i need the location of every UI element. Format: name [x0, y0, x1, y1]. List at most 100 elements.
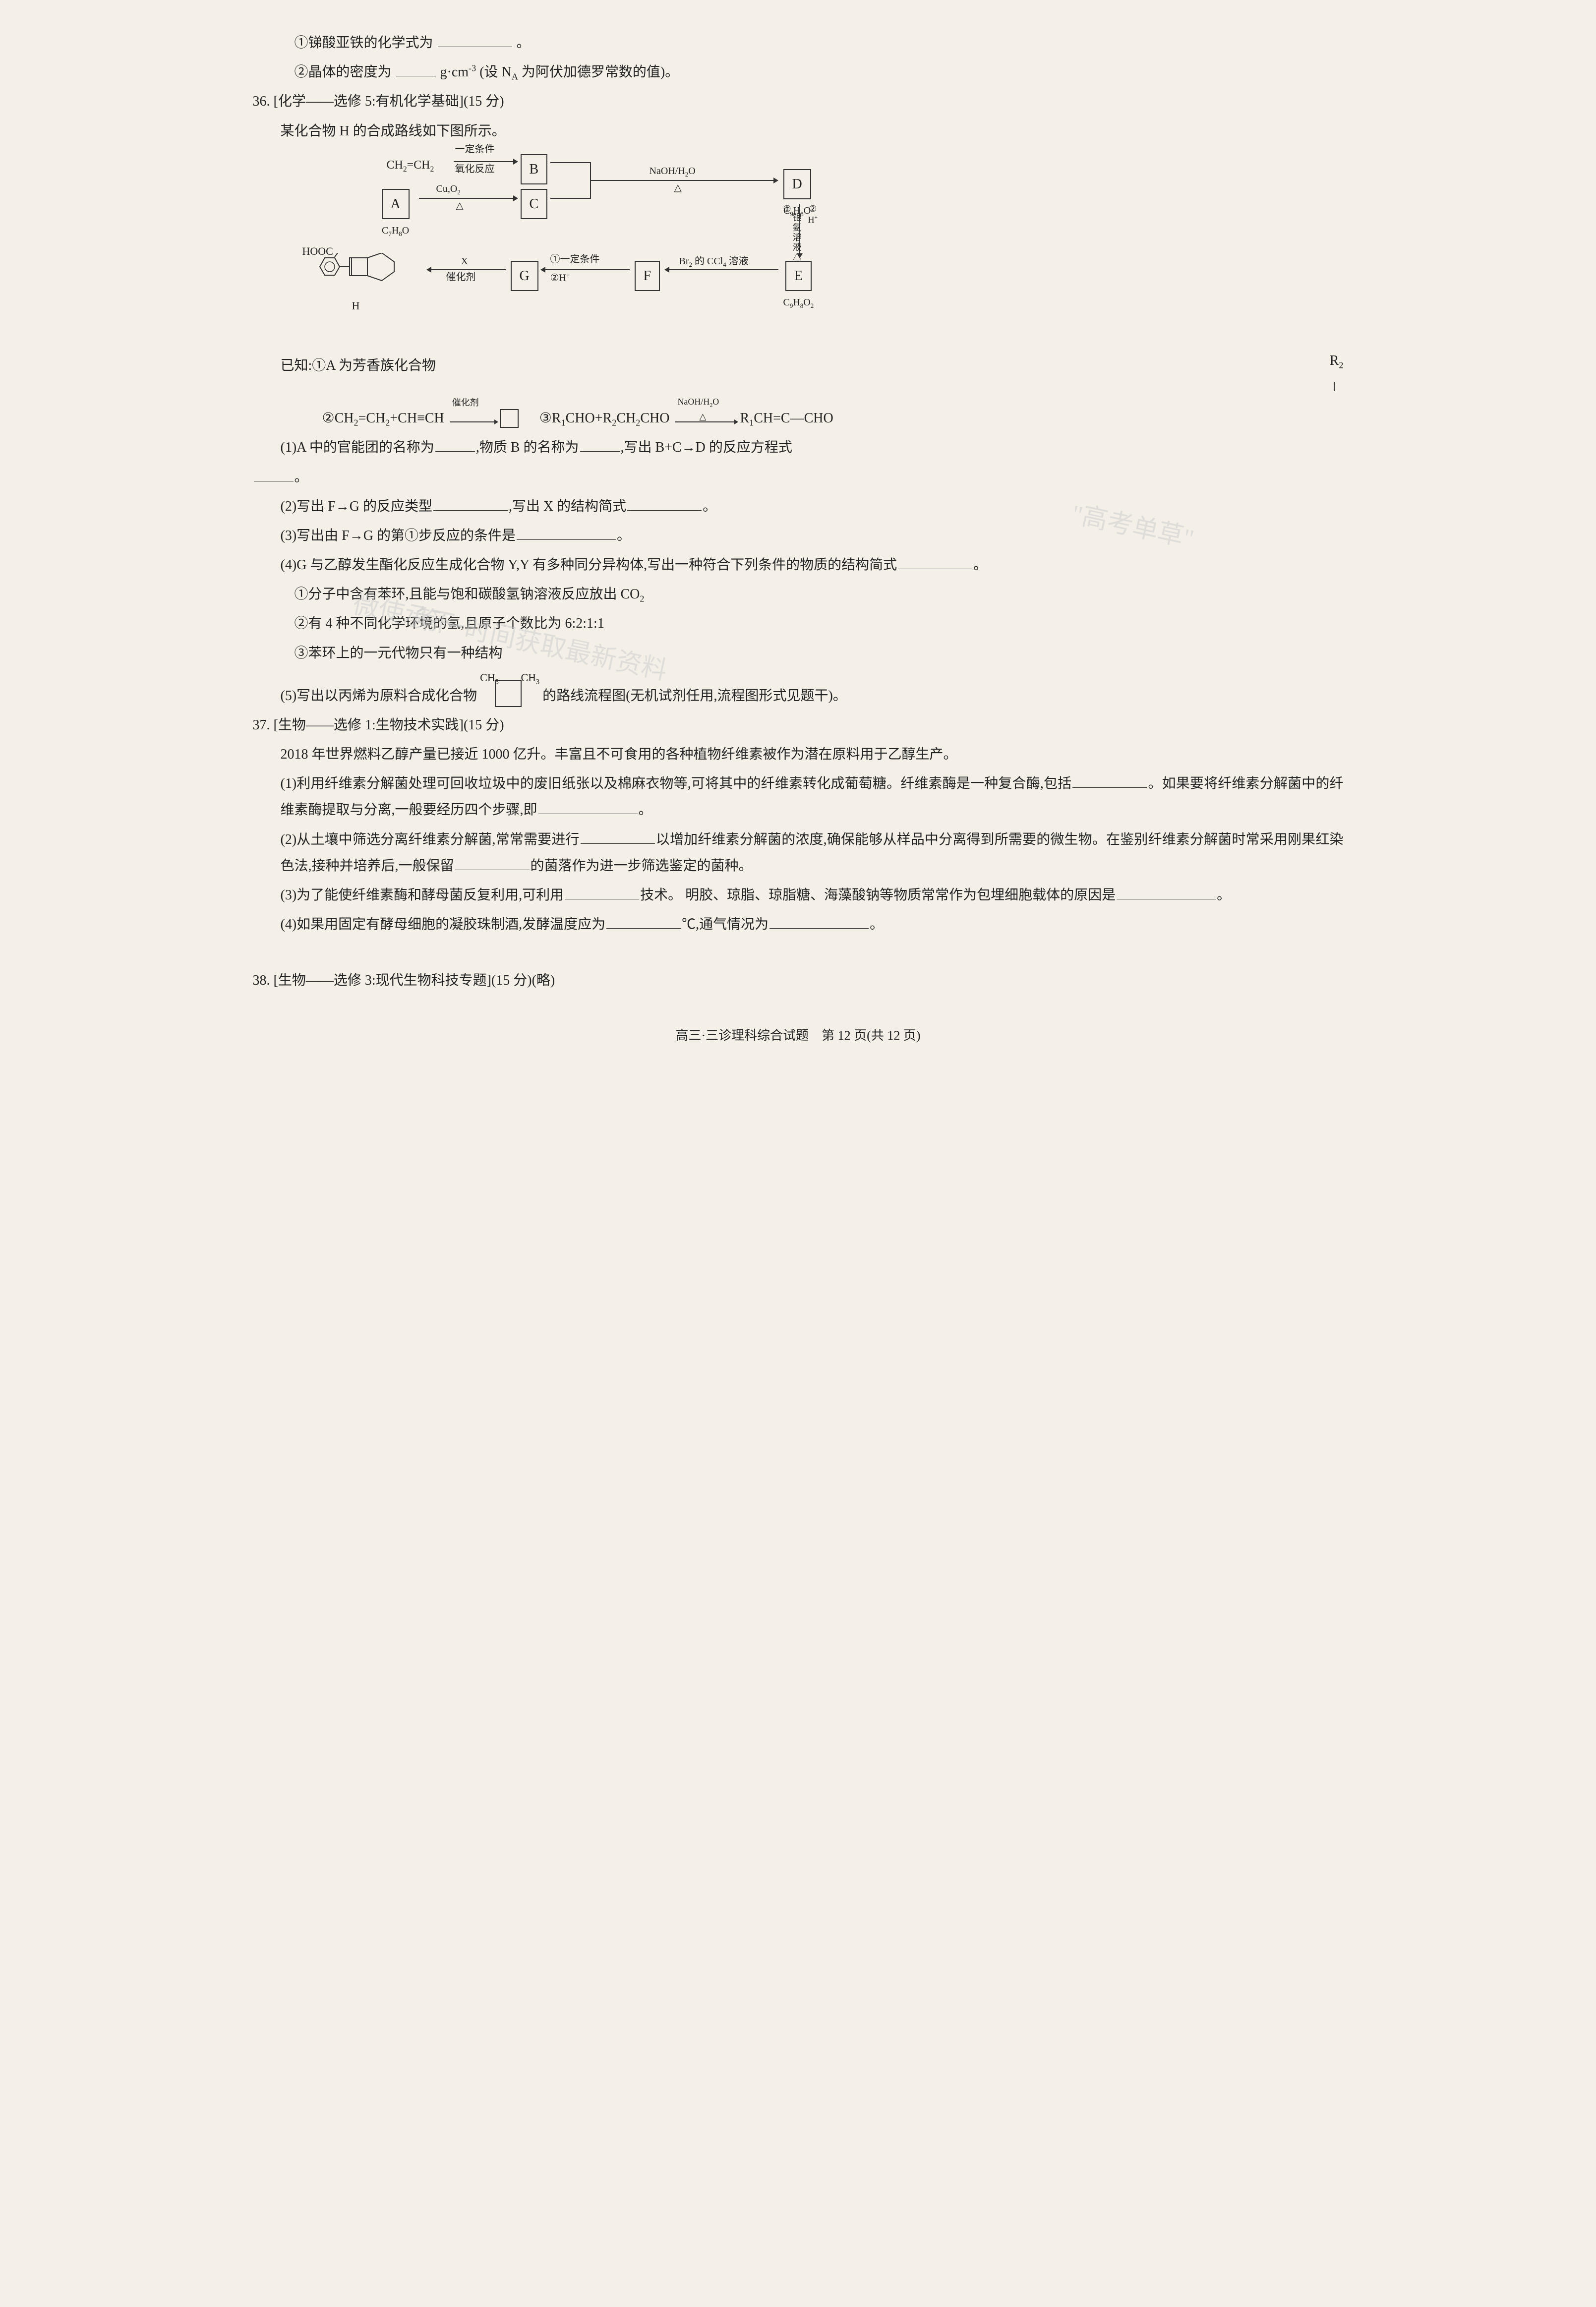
node-c: C: [521, 189, 548, 219]
blank-p4-1: [898, 555, 972, 569]
cb-square: [495, 680, 522, 707]
ef-2: 2: [811, 302, 814, 309]
p4c1-t: ①分子中含有苯环,且能与饱和碳酸氢钠溶液反应放出 CO: [295, 587, 640, 602]
blank-p2-1: [433, 497, 508, 511]
arrow-gh-top: X: [461, 255, 468, 267]
blank-37-2-1: [581, 830, 655, 844]
arrow-ch2-b: [454, 161, 513, 162]
k3-1: 1: [561, 418, 566, 428]
arrow-ac-bot: △: [456, 200, 464, 212]
q36-known2: ②CH2=CH2+CH≡CH 催化剂 ③R1CHO+R2CH2CHO NaOH/…: [253, 405, 1344, 431]
p1-b: ,物质 B 的名称为: [476, 440, 579, 455]
ef-ccl: 的 CCl: [692, 256, 723, 267]
p1-a: (1)A 中的官能团的名称为: [281, 440, 434, 455]
q35-sub2: ②晶体的密度为 g·cm-3 (设 NA 为阿伏加德罗常数的值)。: [253, 59, 1344, 85]
node-e: E C9H8O2: [783, 261, 814, 314]
q37-p4: (4)如果用固定有酵母细胞的凝胶珠制酒,发酵温度应为 ℃,通气情况为 。: [253, 911, 1344, 938]
k3-2: 2: [612, 418, 616, 428]
blank-37-1-2: [538, 800, 638, 814]
blank-p1-3: [254, 468, 294, 481]
r2-bond: [1334, 382, 1335, 391]
p4-b: 。: [973, 557, 987, 573]
blank-q35-2: [396, 62, 436, 76]
ef-o: O: [803, 297, 810, 308]
q35-sub2-unit: g·cm: [440, 64, 469, 80]
bcd-o: O: [688, 166, 695, 177]
r2-2: 2: [1339, 360, 1343, 370]
cyclobutane-product: CH3 CH3: [480, 669, 539, 709]
q35-sub1-end: 。: [517, 35, 531, 51]
box-b-label: B: [521, 154, 548, 184]
known1: 已知:①A 为芳香族化合物: [281, 358, 436, 373]
q37-intro: 2018 年世界燃料乙醇产量已接近 1000 亿升。丰富且不可食用的各种植物纤维…: [253, 741, 1344, 768]
arrow-bcd-top: NaOH/H2O: [650, 165, 696, 178]
q36-p4c2: ②有 4 种不同化学环境的氢,且原子个数比为 6:2:1:1: [253, 610, 1344, 637]
q35-sub1: ①锑酸亚铁的化学式为 。: [253, 30, 1344, 56]
fg-2h: ②H: [550, 272, 566, 283]
box-f-label: F: [635, 261, 660, 291]
q37-title: 37. [生物——选修 1:生物技术实践](15 分): [253, 712, 1344, 738]
arrow-ac-top: Cu,O2: [436, 183, 461, 196]
p5-b: 的路线流程图(无机试剂任用,流程图形式见题干)。: [542, 683, 847, 709]
de-step1-txt: 银氨溶液△: [788, 213, 805, 262]
arrow-fg-top: ①一定条件: [550, 253, 600, 265]
q36-known: 已知:①A 为芳香族化合物 R2: [253, 353, 1344, 379]
known3: ③R1CHO+R2CH2CHO NaOH/H2O △ R1CH=C—CHO: [539, 405, 833, 431]
q36-p2: (2)写出 F→G 的反应类型,写出 X 的结构简式。: [253, 493, 1344, 520]
q35-sub2-noteA: A: [512, 72, 518, 82]
k3-m: CHO+R: [566, 411, 612, 426]
cbr-ch: CH: [521, 671, 536, 684]
synthesis-diagram: CH2=CH2 一定条件 氧化反应 B A C7H8O Cu,O2 △ C Na…: [322, 154, 1344, 343]
q37p4-a: (4)如果用固定有酵母细胞的凝胶珠制酒,发酵温度应为: [281, 917, 606, 932]
k3r-r: R: [740, 411, 749, 426]
arrow-a-c: [419, 198, 513, 199]
q37p4-b: ℃,通气情况为: [682, 917, 768, 932]
k3-cho: CHO: [640, 411, 669, 426]
blank-37-3-1: [565, 886, 639, 899]
blank-p1-2: [580, 438, 620, 452]
p5-a: (5)写出以丙烯为原料合成化合物: [281, 683, 477, 709]
fg-plus: +: [566, 271, 570, 279]
known3-arrow: NaOH/H2O △: [672, 405, 737, 431]
k3-r: ③R: [539, 411, 561, 426]
k2-arrow-head: [494, 419, 498, 424]
k3-arrow-head: [734, 419, 738, 424]
known3-lhs: ③R1CHO+R2CH2CHO: [539, 405, 670, 431]
k3at-naoh: NaOH/H: [677, 397, 709, 407]
arrow-bc-d: [590, 180, 773, 181]
blank-p3-1: [517, 526, 616, 540]
known3-rhs: R1CH=C—CHO: [740, 405, 833, 431]
q36-p1-end: 。: [253, 464, 1344, 490]
q37-p2: (2)从土壤中筛选分离纤维素分解菌,常常需要进行以增加纤维素分解菌的浓度,确保能…: [253, 827, 1344, 879]
h-svg: [312, 253, 412, 302]
known2-arrow: 催化剂: [447, 405, 497, 431]
q38-title: 38. [生物——选修 3:现代生物科技专题](15 分)(略): [253, 967, 1344, 994]
blank-q35-1: [438, 33, 512, 47]
k3-m2: CH: [616, 411, 636, 426]
k2-m2: +CH≡CH: [390, 411, 444, 426]
box-g-label: G: [511, 261, 538, 291]
arrow-ch2-b-bot: 氧化反应: [455, 163, 495, 175]
ef-soln: 溶液: [726, 256, 749, 267]
known3-r2-top: R2: [1330, 348, 1344, 400]
q37p1-a: (1)利用纤维素分解菌处理可回收垃圾中的废旧纸张以及棉麻衣物等,可将其中的纤维素…: [281, 776, 1072, 791]
p1-d: 。: [295, 470, 308, 485]
e-formula: C9H8O2: [783, 297, 814, 308]
node-g: G: [511, 261, 538, 291]
arrow-bcd-bot: △: [674, 182, 682, 194]
q35-sub1-text: ①锑酸亚铁的化学式为: [295, 35, 433, 51]
arrow-ch2-b-top: 一定条件: [455, 143, 495, 155]
q36-title: 36. [化学——选修 5:有机化学基础](15 分): [253, 88, 1344, 115]
p1-c: ,写出 B+C→D 的反应方程式: [621, 440, 792, 455]
p4c1-2: 2: [640, 594, 644, 604]
q37p4-c: 。: [870, 917, 884, 932]
k3-tri: △: [699, 408, 706, 425]
q36-p5: (5)写出以丙烯为原料合成化合物 CH3 CH3 的路线流程图(无机试剂任用,流…: [253, 669, 1344, 709]
merge-c: [550, 198, 590, 199]
k2-s1: 2: [354, 418, 358, 428]
q37p1-c: 。: [639, 802, 652, 818]
arrow-ac-2: 2: [457, 188, 461, 196]
arrow-ac-cu: Cu,O: [436, 183, 458, 194]
arrow-f-g: [545, 269, 630, 270]
merge-b: [550, 162, 590, 163]
